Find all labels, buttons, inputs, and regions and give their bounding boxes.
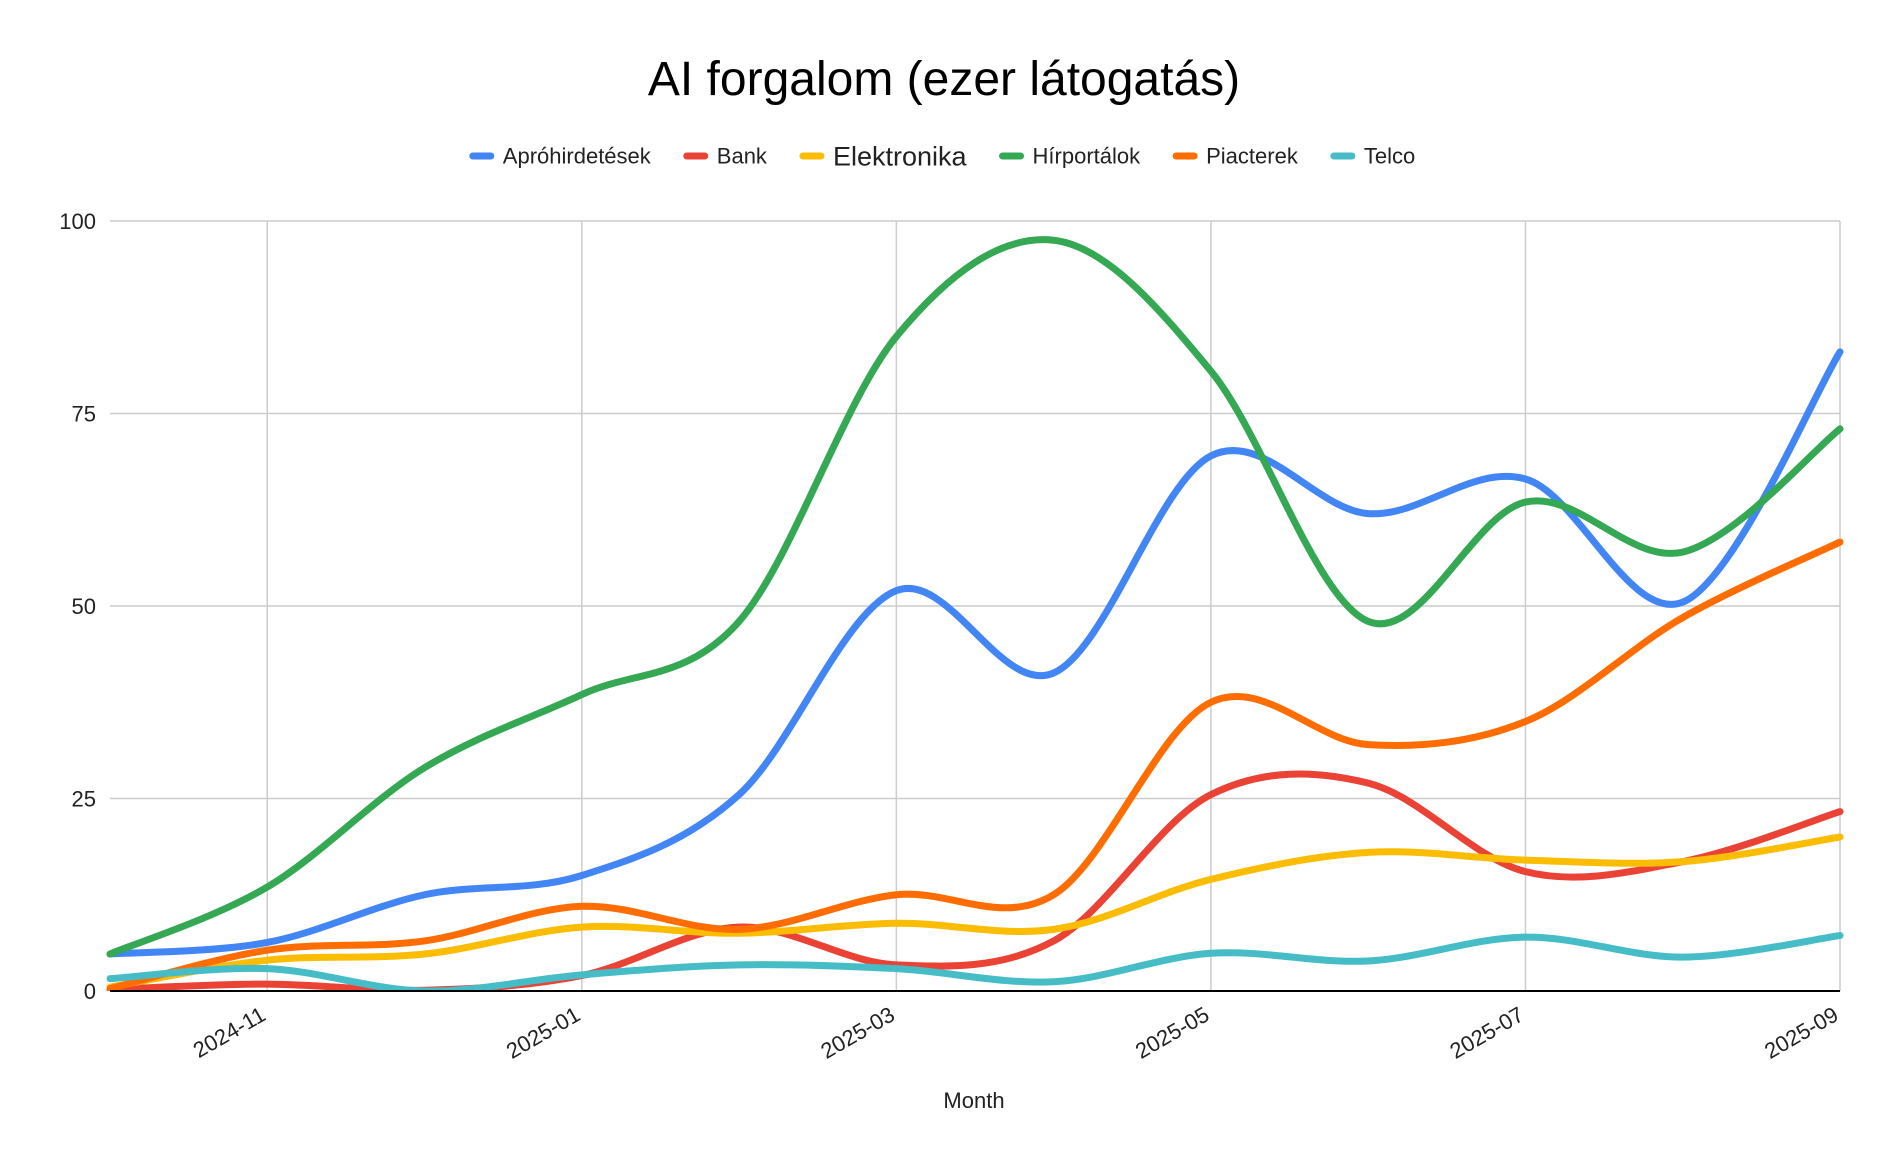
y-tick-label: 100 [59,209,96,234]
x-tick-label: 2025-05 [1131,1002,1213,1064]
y-tick-label: 25 [72,787,96,812]
y-tick-label: 50 [72,594,96,619]
series-line-2 [106,833,1844,991]
legend-item: Apróhirdetések [469,144,652,169]
legend-label: Hírportálok [1033,144,1142,169]
x-axis-label: Month [943,1088,1004,1113]
x-tick-label: 2025-03 [816,1002,898,1064]
legend-label: Telco [1364,144,1415,169]
x-axis-ticks: 2024-11 2025-01 2025-03 2025-05 2025-07 2025-… [189,1002,1843,1064]
gridlines [110,220,1841,991]
legend-label: Elektronika [833,141,968,171]
legend-item: Piacterek [1172,144,1299,169]
chart-title: AI forgalom (ezer látogatás) [648,53,1240,106]
series-line-0 [106,348,1844,958]
series-line-4 [106,538,1844,991]
x-tick-label: 2025-09 [1760,1002,1842,1064]
legend-item: Elektronika [799,141,968,171]
legend-label: Bank [717,144,768,169]
x-tick-label: 2025-07 [1446,1002,1528,1064]
legend-label: Piacterek [1206,144,1299,169]
legend-item: Telco [1330,144,1415,169]
legend-item: Bank [683,144,768,169]
series-lines [106,236,1844,991]
series-line-5 [106,932,1844,991]
x-tick-label: 2025-01 [502,1002,584,1064]
legend-label: Apróhirdetések [503,144,652,169]
y-axis-ticks: 0 25 50 75 100 [59,209,96,1004]
series-line-3 [106,236,1844,958]
legend-item: Hírportálok [999,144,1142,169]
legend: Apróhirdetések Bank Elektronika Hírportálok… [469,141,1415,171]
x-tick-label: 2024-11 [189,1002,270,1063]
y-tick-label: 75 [72,402,96,427]
y-tick-label: 0 [84,979,96,1004]
